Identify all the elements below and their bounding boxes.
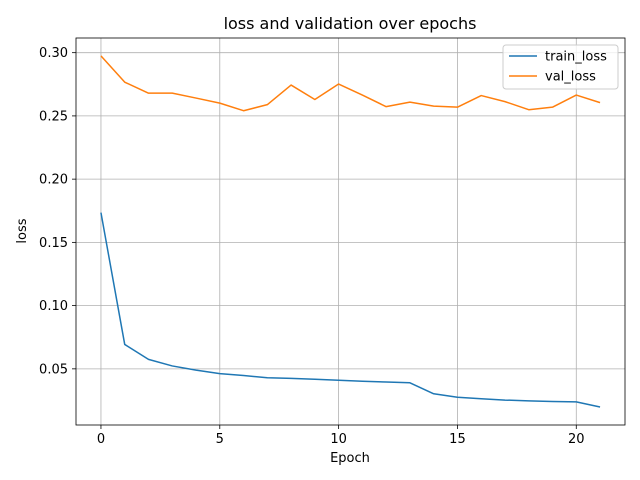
y-tick-label: 0.05 — [39, 362, 68, 377]
y-tick-label: 0.10 — [39, 299, 68, 314]
x-tick-label: 15 — [449, 432, 466, 447]
y-tick-label: 0.25 — [39, 109, 68, 124]
series-lines — [100, 55, 601, 408]
y-axis-ticks: 0.05 0.10 0.15 0.20 0.25 0.30 — [39, 46, 76, 377]
chart-title: loss and validation over epochs — [224, 14, 477, 33]
legend-label-train_loss: train_loss — [545, 50, 607, 65]
x-axis-label: Epoch — [330, 451, 370, 466]
x-tick-label: 5 — [216, 432, 224, 447]
y-tick-label: 0.15 — [39, 236, 68, 251]
x-tick-label: 20 — [568, 432, 585, 447]
x-tick-label: 0 — [97, 432, 105, 447]
x-axis-ticks: 0 5 10 15 20 — [97, 425, 585, 447]
plot-frame — [75, 37, 626, 426]
x-tick-label: 10 — [330, 432, 347, 447]
plot-area — [76, 38, 625, 425]
legend: train_loss val_loss — [502, 44, 619, 90]
y-tick-label: 0.20 — [39, 173, 68, 188]
legend-label-val_loss: val_loss — [545, 70, 596, 85]
y-axis-label: loss — [15, 218, 30, 243]
y-tick-label: 0.30 — [39, 46, 68, 61]
series-line-val_loss — [100, 55, 601, 112]
series-line-train_loss — [100, 212, 601, 408]
